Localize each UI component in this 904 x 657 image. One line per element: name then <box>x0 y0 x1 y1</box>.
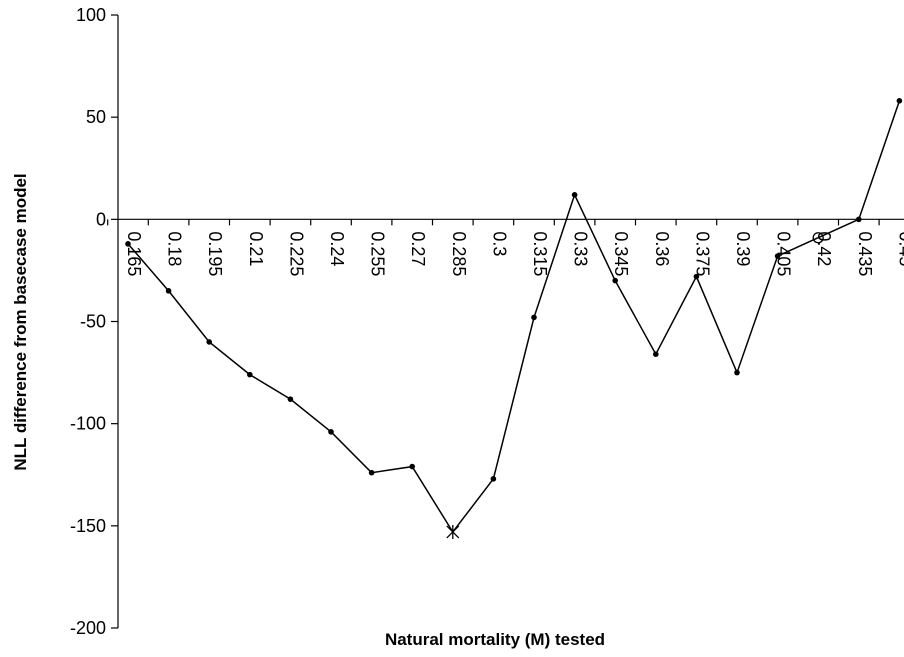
x-tick-label: 0.345 <box>611 231 631 276</box>
y-tick-label: 50 <box>86 107 106 127</box>
x-tick-label: 0.195 <box>205 231 225 276</box>
data-point <box>125 241 131 247</box>
data-point <box>287 396 294 402</box>
data-point <box>612 277 618 284</box>
x-tick-label: 0.33 <box>571 231 591 266</box>
data-point <box>165 288 172 294</box>
data-point <box>774 253 781 259</box>
data-point <box>409 463 416 470</box>
data-point <box>531 314 537 321</box>
data-point <box>368 469 375 476</box>
x-tick-group: 0.165 0.18 0.195 0.21 0.225 0.24 0.255 0.27 0.28… <box>107 219 904 276</box>
data-point <box>247 371 253 378</box>
data-point <box>693 273 700 280</box>
x-tick-label: 0.42 <box>814 231 834 266</box>
x-tick-label: 0.24 <box>327 231 347 266</box>
x-tick-label: 0.36 <box>652 231 672 266</box>
x-tick-label: 0.315 <box>530 231 550 276</box>
x-axis-title: Natural mortality (M) tested <box>385 630 605 649</box>
x-tick-label: 0.435 <box>855 231 875 276</box>
data-point <box>896 98 903 104</box>
x-tick-label: 0.21 <box>246 231 266 266</box>
x-tick-label: 0.18 <box>165 231 185 266</box>
y-axis: -200 -150 -100 -50 0 50 100 <box>70 5 119 638</box>
data-point-circle <box>812 232 824 244</box>
y-tick-group: -200 -150 -100 -50 0 50 100 <box>70 5 118 638</box>
y-tick-label: 100 <box>76 5 106 25</box>
x-tick-label: 0.39 <box>733 231 753 266</box>
data-point <box>734 369 740 376</box>
x-tick-label: 0.375 <box>692 231 712 276</box>
x-tick-label: 0.285 <box>449 231 469 276</box>
series-group <box>125 98 903 539</box>
series-line <box>127 100 901 534</box>
data-point <box>328 429 334 435</box>
y-axis-title: NLL difference from basecase model <box>11 173 30 470</box>
x-tick-label: 0.255 <box>368 231 388 276</box>
x-axis: 0.165 0.18 0.195 0.21 0.225 0.24 0.255 0.27 0.28… <box>107 218 904 276</box>
y-tick-label: -50 <box>80 312 106 332</box>
data-point <box>206 339 212 345</box>
y-tick-label: 0 <box>96 209 106 229</box>
y-tick-label: -150 <box>70 516 106 536</box>
data-point-asterisk <box>446 524 460 539</box>
y-tick-label: -200 <box>70 618 106 638</box>
data-point <box>653 351 659 357</box>
x-tick-label: 0.3 <box>489 231 509 256</box>
x-tick-label: 0.165 <box>124 231 144 276</box>
y-tick-label: -100 <box>70 414 106 434</box>
data-point <box>490 476 497 482</box>
x-tick-label: 0.45 <box>895 231 904 266</box>
x-tick-label: 0.225 <box>286 231 306 276</box>
x-tick-label: 0.27 <box>408 231 428 266</box>
data-point <box>856 216 862 223</box>
data-point <box>571 192 578 198</box>
